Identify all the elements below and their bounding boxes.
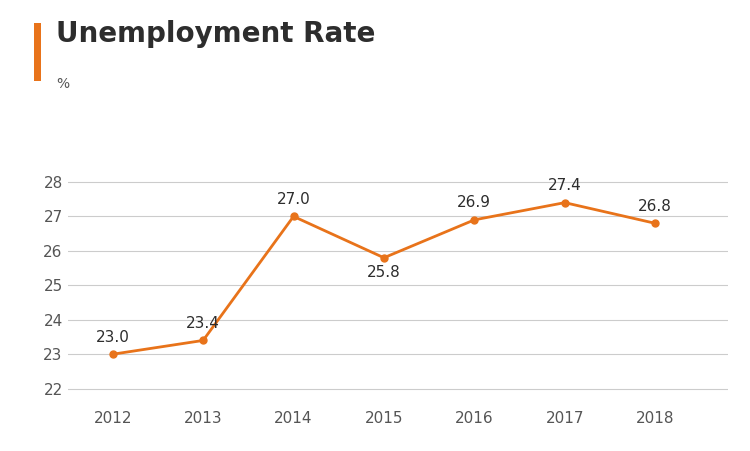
Text: 27.4: 27.4 bbox=[548, 178, 582, 193]
Text: 23.4: 23.4 bbox=[186, 316, 220, 331]
Text: 26.9: 26.9 bbox=[458, 195, 491, 210]
Text: 27.0: 27.0 bbox=[277, 192, 310, 207]
Text: 23.0: 23.0 bbox=[96, 330, 130, 345]
Text: 25.8: 25.8 bbox=[367, 265, 400, 280]
Text: 26.8: 26.8 bbox=[638, 198, 672, 214]
Text: Unemployment Rate: Unemployment Rate bbox=[56, 20, 376, 48]
Text: %: % bbox=[56, 77, 69, 91]
